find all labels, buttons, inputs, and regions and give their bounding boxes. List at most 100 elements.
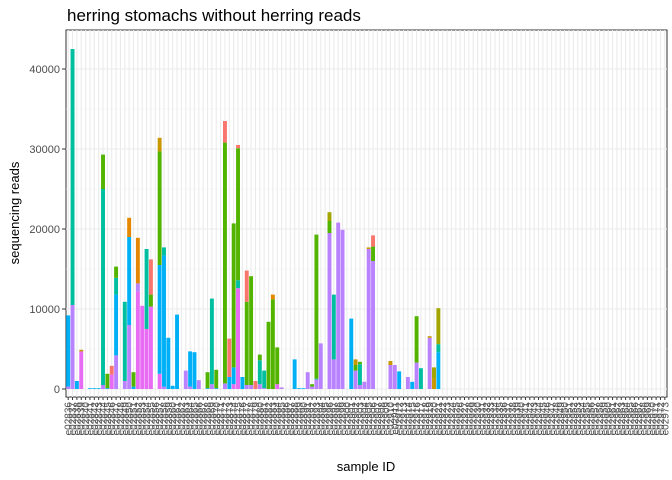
bar-segment: [66, 386, 71, 389]
bar-segment: [183, 370, 188, 389]
bar-segment: [135, 291, 140, 389]
bar-segment: [157, 265, 162, 374]
y-tick-label: 10000: [29, 304, 60, 316]
bar-segment: [253, 381, 258, 389]
x-tick-label: e02970: [647, 402, 658, 436]
bar-segment: [114, 294, 119, 356]
x-tick-label: e02896: [325, 402, 336, 436]
bar-segment: [96, 388, 101, 389]
bar-segment: [262, 370, 267, 389]
x-tick-label: e02950: [560, 402, 571, 436]
bar-segment: [331, 359, 336, 389]
y-axis-title: sequencing reads: [7, 161, 22, 264]
x-tick-label: e02907: [373, 402, 384, 436]
x-tick-label: e02917: [416, 402, 427, 436]
bar-segment: [162, 247, 166, 256]
bar-segment: [214, 369, 219, 389]
x-tick-label: e02945: [538, 402, 549, 436]
bar-segment: [244, 270, 249, 302]
x-tick-label: e02913: [399, 402, 410, 436]
x-tick-label: e02895: [321, 402, 332, 436]
bar-segment: [427, 336, 432, 338]
bar-segment: [79, 349, 84, 352]
bar-segment: [101, 189, 105, 385]
x-tick-label: e02836: [64, 402, 75, 436]
y-tick-label: 40000: [29, 64, 60, 76]
bar-segment: [327, 212, 332, 221]
bar-segment: [140, 305, 145, 389]
x-tick-label: e02842: [90, 402, 101, 436]
x-tick-label: e02853: [138, 402, 149, 436]
bar-segment: [353, 365, 358, 371]
x-tick-label: e02860: [168, 402, 179, 436]
bar-segment: [392, 365, 397, 389]
bar-segment: [314, 378, 319, 380]
bar-segment: [353, 370, 358, 389]
x-tick-label: e02961: [608, 402, 619, 436]
x-tick-label: e02966: [630, 402, 641, 436]
x-tick-label: e02866: [194, 402, 205, 436]
bar-segment: [148, 306, 153, 389]
bar-segment: [414, 316, 419, 363]
x-tick-label: e02874: [229, 402, 240, 436]
x-tick-label: e02926: [456, 402, 467, 436]
bar-segment: [127, 325, 132, 389]
bar-segment: [410, 381, 415, 389]
x-tick-label: e02840: [81, 402, 92, 436]
bar-segment: [236, 148, 240, 281]
x-tick-label: e02929: [469, 402, 480, 436]
bar-segment: [327, 233, 332, 389]
bar-segment: [162, 255, 166, 387]
x-tick-label: e02940: [517, 402, 528, 436]
bar-segment: [101, 154, 105, 189]
bar-segment: [314, 379, 319, 389]
x-tick-label: e02943: [530, 402, 541, 436]
x-tick-label: e02969: [643, 402, 654, 436]
x-tick-label: e02972: [656, 402, 667, 436]
x-tick-label: e02906: [369, 402, 380, 436]
bar-segment: [70, 305, 75, 389]
x-tick-label: e02944: [534, 402, 545, 436]
bar-segment: [135, 283, 140, 292]
y-tick-label: 20000: [29, 224, 60, 236]
bars: [66, 49, 441, 389]
bar-segment: [162, 386, 166, 389]
bar-segment: [340, 229, 345, 389]
x-tick-label: e02934: [490, 402, 501, 436]
x-tick-label: e02936: [499, 402, 510, 436]
bar-segment: [358, 385, 362, 389]
x-tick-label: e02946: [543, 402, 554, 436]
x-tick-label: e02909: [382, 402, 393, 436]
bar-segment: [209, 298, 214, 385]
bar-segment: [66, 315, 71, 387]
bar-segment: [205, 388, 210, 389]
x-tick-label: e02942: [525, 402, 536, 436]
bar-segment: [87, 388, 92, 389]
x-tick-label: e02854: [142, 402, 153, 436]
x-tick-label: e02914: [403, 402, 414, 436]
bar-segment: [157, 373, 162, 389]
bar-segment: [144, 249, 149, 329]
bar-segment: [170, 385, 175, 389]
x-tick-label: e02858: [159, 402, 170, 436]
x-tick-label: e02931: [477, 402, 488, 436]
x-tick-label: e02898: [334, 402, 345, 436]
bar-segment: [362, 381, 367, 389]
x-tick-label: e02887: [286, 402, 297, 436]
x-tick-label: e02863: [181, 402, 192, 436]
bar-segment: [305, 372, 310, 389]
bar-segment: [135, 237, 140, 284]
x-tick-label: e02872: [220, 402, 231, 436]
x-tick-label: e02911: [390, 402, 401, 435]
x-tick-label: e02884: [273, 402, 284, 436]
bar-segment: [292, 359, 297, 389]
x-tick-label: e02880: [255, 402, 266, 436]
bar-segment: [270, 294, 275, 300]
bar-segment: [127, 237, 132, 325]
x-tick-label: e02962: [612, 402, 623, 436]
x-tick-label: e02903: [355, 402, 366, 436]
bar-segment: [223, 383, 227, 389]
x-tick-label: e02864: [186, 402, 197, 436]
y-tick-label: 30000: [29, 144, 60, 156]
